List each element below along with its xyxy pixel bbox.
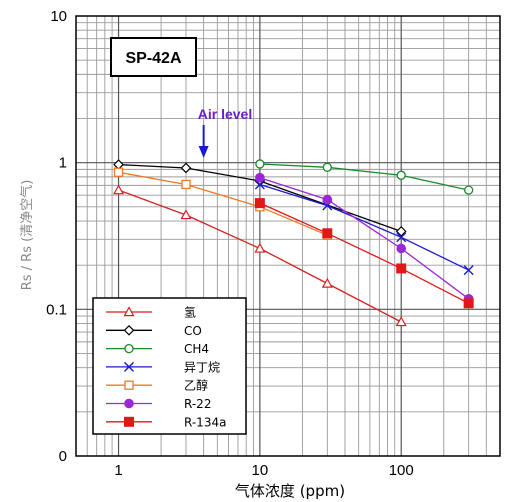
- legend-item: 乙醇: [106, 378, 208, 393]
- legend-label: CO: [184, 324, 202, 338]
- legend-item: CO: [106, 324, 202, 338]
- data-point-stroke: [254, 179, 265, 190]
- data-point: [396, 170, 406, 180]
- data-point: [123, 324, 135, 336]
- data-point: [124, 343, 134, 354]
- data-point: [113, 184, 125, 195]
- data-point: [463, 185, 474, 195]
- y-tick-labels: 10 1 0.1 0: [46, 8, 67, 465]
- data-point: [395, 316, 407, 327]
- x-tick-label: 100: [389, 462, 414, 479]
- data-point: [254, 179, 265, 190]
- data-point: [181, 179, 191, 190]
- legend-label: R-134a: [184, 415, 226, 429]
- x-tick-label: 10: [252, 462, 269, 479]
- legend-label: R-22: [184, 397, 211, 411]
- data-point: [322, 194, 333, 205]
- series-R-134a: [254, 198, 474, 309]
- data-point: [113, 167, 124, 177]
- data-point: [124, 416, 134, 427]
- data-point: [463, 265, 474, 276]
- data-point: [254, 242, 266, 253]
- data-point: [255, 172, 265, 183]
- y-tick-label: 0.1: [46, 301, 67, 318]
- legend-item: CH4: [106, 342, 209, 356]
- data-point-stroke: [124, 361, 134, 372]
- data-point: [396, 232, 407, 243]
- data-point-stroke: [396, 232, 407, 243]
- air-level-annotation: Air level: [198, 106, 252, 158]
- y-tick-label: 1: [59, 155, 67, 172]
- series-line: [118, 171, 328, 236]
- x-tick-labels: 1 10 100: [114, 462, 413, 479]
- model-label: SP-42A: [125, 50, 181, 67]
- legend-box: [92, 297, 247, 435]
- series-CH4: [255, 159, 474, 195]
- y-tick-label: 0: [59, 448, 67, 465]
- series-line: [259, 183, 469, 271]
- plot-frame: [75, 15, 501, 457]
- y-tick-label: 10: [50, 8, 67, 25]
- data-point: [322, 228, 333, 239]
- y-axis-label: Rs / Rs (清净空气): [19, 180, 35, 291]
- air-level-arrow-head: [198, 146, 209, 158]
- legend-item: R-134a: [106, 415, 226, 429]
- data-point: [255, 159, 265, 169]
- series-layer: [113, 159, 474, 327]
- data-point-stroke: [463, 265, 474, 276]
- data-point: [180, 209, 192, 220]
- data-point: [463, 298, 474, 309]
- data-point: [180, 162, 192, 174]
- data-point: [123, 306, 135, 317]
- x-tick-label: 1: [114, 462, 122, 479]
- legend-item: R-22: [106, 397, 211, 411]
- legend-label: 氢: [184, 305, 196, 320]
- model-box: SP-42A: [110, 37, 197, 77]
- data-point: [124, 398, 134, 409]
- legend-item: 氢: [106, 305, 196, 320]
- data-point: [395, 226, 407, 237]
- legend-label: 乙醇: [184, 378, 208, 393]
- data-point: [396, 263, 407, 274]
- series-line: [118, 163, 402, 233]
- legend-label: CH4: [184, 342, 209, 356]
- series-CO: [113, 159, 407, 237]
- legend-item: 异丁烷: [106, 360, 220, 374]
- data-point: [254, 198, 265, 209]
- series-line: [259, 202, 469, 304]
- legend-label: 异丁烷: [184, 360, 220, 374]
- data-point: [124, 361, 134, 372]
- data-point: [124, 380, 134, 390]
- series-line: [259, 177, 469, 300]
- data-point: [321, 277, 333, 288]
- x-axis-label: 气体浓度 (ppm): [235, 482, 345, 500]
- series-氢: [113, 184, 407, 327]
- data-point: [322, 162, 332, 172]
- air-level-label: Air level: [198, 106, 252, 122]
- data-point: [396, 243, 407, 254]
- series-line: [259, 163, 469, 191]
